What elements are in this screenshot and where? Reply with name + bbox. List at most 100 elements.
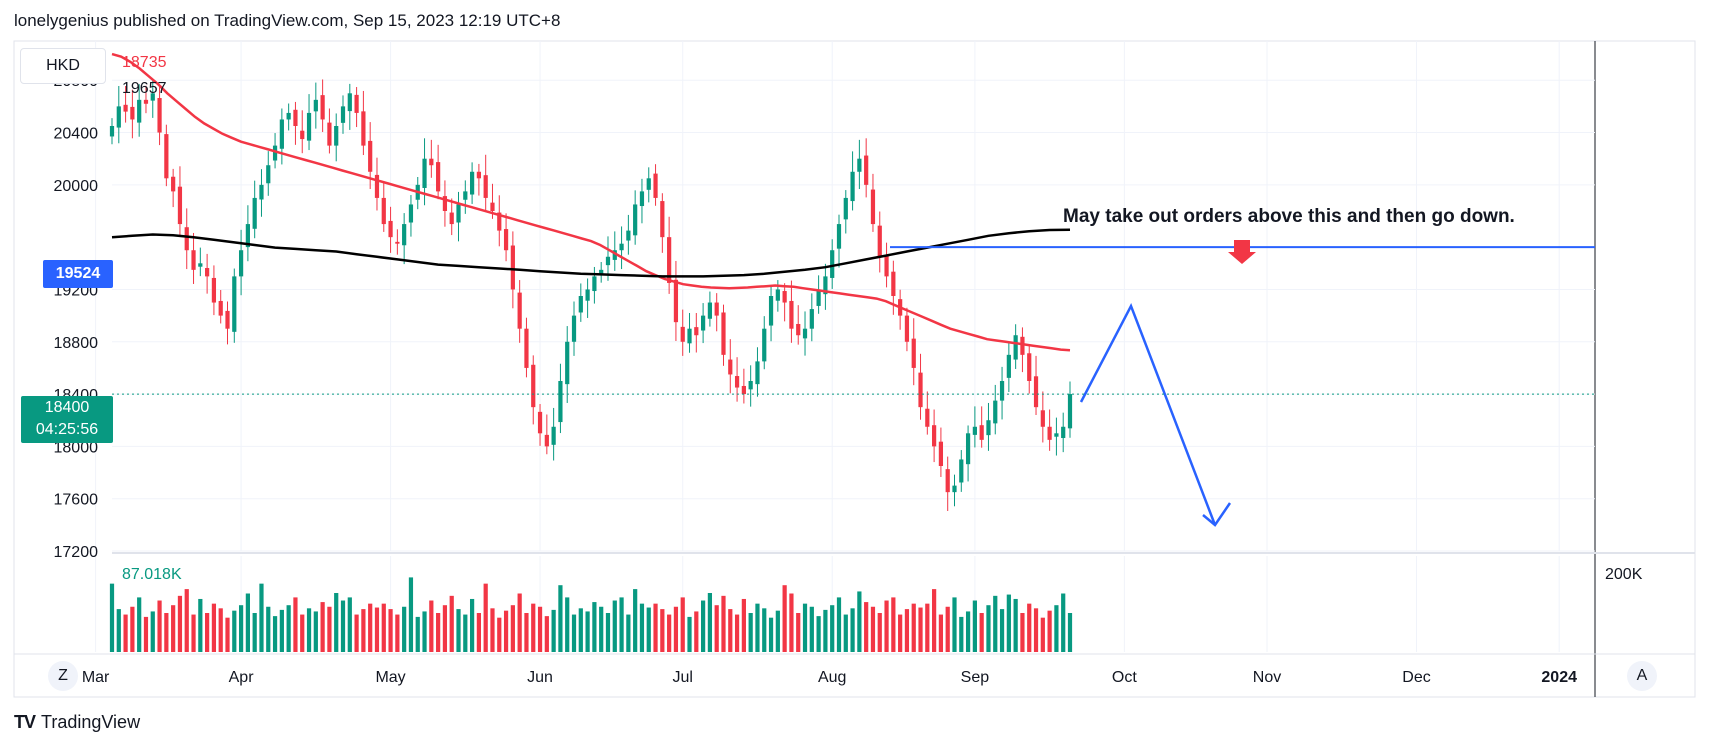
- ma-black-value: 19657: [122, 80, 167, 97]
- volume-bar: [571, 614, 577, 652]
- volume-bar: [544, 616, 549, 652]
- candles: [109, 79, 1073, 511]
- volume-bar: [864, 602, 869, 652]
- volume-bar: [198, 598, 203, 652]
- candle-body: [673, 279, 679, 323]
- candle-body: [789, 300, 794, 329]
- candle-body: [660, 201, 665, 238]
- candle-body: [232, 276, 237, 332]
- candle-body: [680, 326, 685, 342]
- volume-bar: [653, 603, 658, 652]
- x-tick-label: Dec: [1402, 669, 1430, 686]
- axes: 2080020400200001920018800184001800017600…: [54, 73, 1578, 686]
- candle-body: [218, 300, 223, 316]
- candle-body: [524, 328, 529, 368]
- candle-body: [585, 289, 590, 301]
- volume-bar: [938, 614, 944, 652]
- x-tick-label: Nov: [1253, 669, 1281, 686]
- volume-bar: [374, 607, 380, 652]
- volume-bar: [150, 611, 155, 652]
- candle-body: [830, 250, 835, 278]
- candle-body: [313, 99, 318, 112]
- volume-bar: [592, 602, 597, 652]
- volume-bar: [945, 606, 950, 652]
- volume-bar: [1067, 613, 1073, 652]
- candle-body: [225, 310, 230, 329]
- candle-body: [408, 204, 414, 223]
- auto-scale-button[interactable]: A: [1627, 661, 1657, 691]
- volume-bar: [558, 585, 563, 652]
- volume-bar: [782, 585, 787, 652]
- volume-bar: [972, 600, 977, 652]
- tradingview-logo-icon: TV: [14, 712, 36, 732]
- candle-body: [259, 184, 264, 200]
- candle-body: [571, 315, 577, 342]
- x-tick-label: Aug: [818, 669, 846, 686]
- moving-averages: [111, 52, 1071, 352]
- volume-bar: [639, 603, 645, 652]
- candle-body: [252, 197, 257, 229]
- candle-body: [306, 112, 312, 141]
- volume-bar: [694, 611, 699, 652]
- candle-body: [843, 197, 848, 220]
- volume-bar: [619, 597, 624, 652]
- volume-bar: [347, 597, 352, 652]
- volume-bar: [252, 613, 257, 652]
- volume-bar: [802, 603, 808, 652]
- projection-arrowhead-icon: [1202, 502, 1232, 527]
- candle-body: [436, 162, 441, 192]
- volume-bar: [1061, 593, 1066, 652]
- candle-body: [456, 204, 461, 223]
- volume-bar: [626, 614, 631, 652]
- x-tick-label: Mar: [82, 669, 110, 686]
- symbol-label[interactable]: HKD: [20, 48, 106, 84]
- volume-bar: [687, 616, 692, 652]
- volume-bar: [870, 606, 876, 652]
- candle-body: [320, 95, 325, 120]
- candle-body: [823, 276, 828, 295]
- volume-bar: [218, 608, 223, 652]
- volume-bar: [823, 609, 828, 652]
- candle-body: [300, 130, 305, 140]
- zoom-button[interactable]: Z: [48, 661, 78, 691]
- candle-body: [368, 140, 373, 172]
- candle-body: [925, 408, 930, 427]
- candle-body: [205, 268, 210, 277]
- footer-brand-label: TradingView: [41, 712, 141, 732]
- candle-body: [402, 224, 407, 246]
- volume-bar: [605, 613, 611, 652]
- volume-bar: [510, 605, 515, 652]
- volume-bar: [612, 600, 617, 652]
- volume-bar: [402, 606, 407, 652]
- candle-body: [836, 224, 842, 249]
- volume-bar: [891, 597, 896, 652]
- volume-bar: [245, 593, 250, 652]
- volume-bar: [279, 609, 284, 652]
- candle-body: [143, 99, 149, 104]
- candle-body: [537, 411, 543, 434]
- volume-bar: [293, 597, 298, 652]
- chart-frame: [13, 40, 1696, 698]
- candle-body: [864, 155, 869, 185]
- x-tick-label: Apr: [229, 669, 255, 686]
- ma-black-line: [111, 228, 1071, 278]
- candle-body: [667, 237, 672, 283]
- drawings[interactable]: [112, 240, 1595, 527]
- volume-bar: [1040, 617, 1045, 652]
- volume-bar: [925, 603, 930, 652]
- volume-bar: [109, 583, 115, 652]
- volume-bar: [408, 577, 414, 652]
- annotation-text[interactable]: May take out orders above this and then …: [1063, 206, 1515, 227]
- volume-bar: [809, 606, 814, 652]
- volume-bar: [816, 616, 821, 652]
- candle-body: [904, 315, 910, 342]
- candle-body: [755, 361, 760, 385]
- volume-bar: [1054, 605, 1059, 652]
- volume-bar: [843, 614, 848, 652]
- volume-bar: [796, 613, 801, 652]
- candle-body: [993, 400, 998, 424]
- footer-brand[interactable]: TV TradingView: [14, 712, 140, 733]
- candle-body: [116, 106, 121, 128]
- candle-body: [734, 376, 740, 388]
